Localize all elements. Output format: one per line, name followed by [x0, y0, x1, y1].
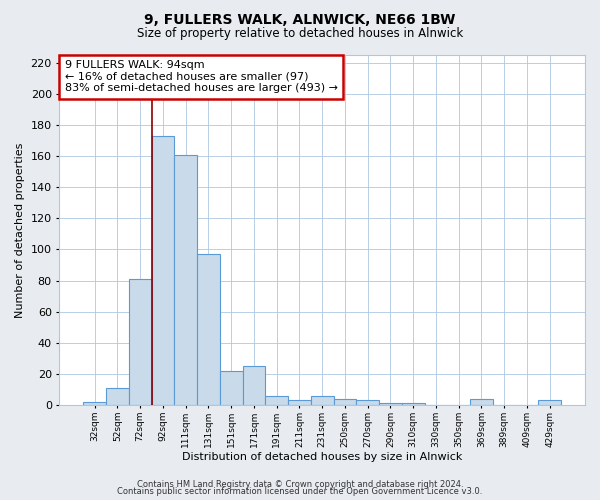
Bar	[129, 279, 152, 405]
Bar	[106, 388, 129, 405]
Bar	[220, 371, 242, 405]
Bar	[152, 136, 175, 405]
Bar	[311, 396, 334, 405]
Bar	[288, 400, 311, 405]
Text: 9 FULLERS WALK: 94sqm
← 16% of detached houses are smaller (97)
83% of semi-deta: 9 FULLERS WALK: 94sqm ← 16% of detached …	[65, 60, 338, 94]
Bar	[175, 154, 197, 405]
Text: 9, FULLERS WALK, ALNWICK, NE66 1BW: 9, FULLERS WALK, ALNWICK, NE66 1BW	[145, 12, 455, 26]
Text: Contains public sector information licensed under the Open Government Licence v3: Contains public sector information licen…	[118, 487, 482, 496]
Bar	[538, 400, 561, 405]
Bar	[470, 399, 493, 405]
Bar	[379, 404, 402, 405]
Bar	[356, 400, 379, 405]
Bar	[334, 399, 356, 405]
Bar	[402, 404, 425, 405]
Bar	[265, 396, 288, 405]
Bar	[242, 366, 265, 405]
Bar	[197, 254, 220, 405]
Text: Size of property relative to detached houses in Alnwick: Size of property relative to detached ho…	[137, 28, 463, 40]
X-axis label: Distribution of detached houses by size in Alnwick: Distribution of detached houses by size …	[182, 452, 463, 462]
Bar	[83, 402, 106, 405]
Text: Contains HM Land Registry data © Crown copyright and database right 2024.: Contains HM Land Registry data © Crown c…	[137, 480, 463, 489]
Y-axis label: Number of detached properties: Number of detached properties	[15, 142, 25, 318]
